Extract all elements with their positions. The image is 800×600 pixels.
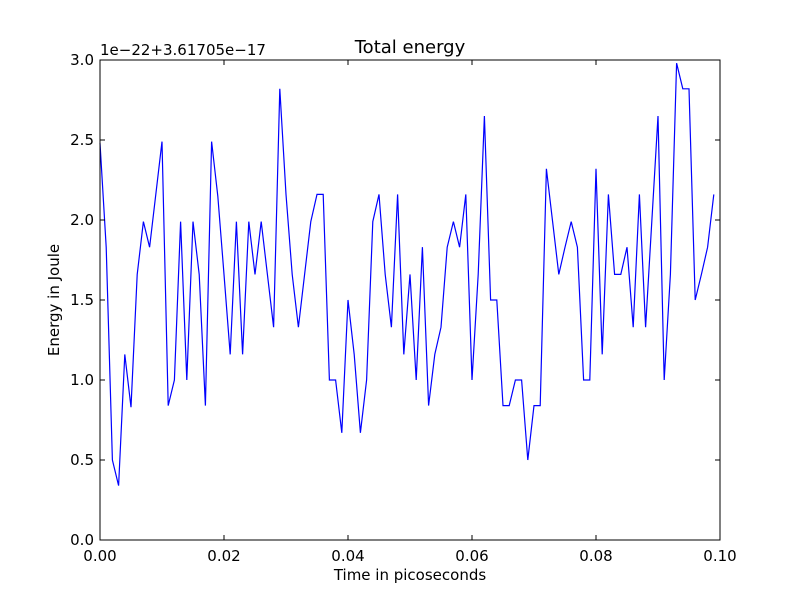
series-line-0 [99,63,715,486]
y-axis: 0.0 0.5 1.0 1.5 2.0 2.5 3.0 [70,51,720,549]
x-tick-label: 0.00 [83,547,116,565]
x-tick-label: 0.02 [207,547,240,565]
x-tick-label: 0.06 [455,547,488,565]
y-axis-label: Energy in Joule [45,244,63,356]
x-axis: 0.00 0.02 0.04 0.06 0.08 0.10 [83,60,737,565]
plot-area [99,59,721,541]
y-tick-label: 2.0 [70,211,94,229]
plot-frame [99,59,721,541]
chart-title: Total energy [354,37,466,58]
y-tick-label: 0.0 [70,531,94,549]
y-tick-label: 3.0 [70,51,94,69]
y-tick-label: 1.0 [70,371,94,389]
y-axis-offset-label: 1e−22+3.61705e−17 [100,41,266,59]
y-tick-label: 1.5 [70,291,94,309]
y-tick-label: 0.5 [70,451,94,469]
x-tick-label: 0.10 [703,547,736,565]
x-tick-label: 0.08 [579,547,612,565]
x-tick-label: 0.04 [331,547,364,565]
y-tick-label: 2.5 [70,131,94,149]
x-axis-label: Time in picoseconds [333,566,487,584]
